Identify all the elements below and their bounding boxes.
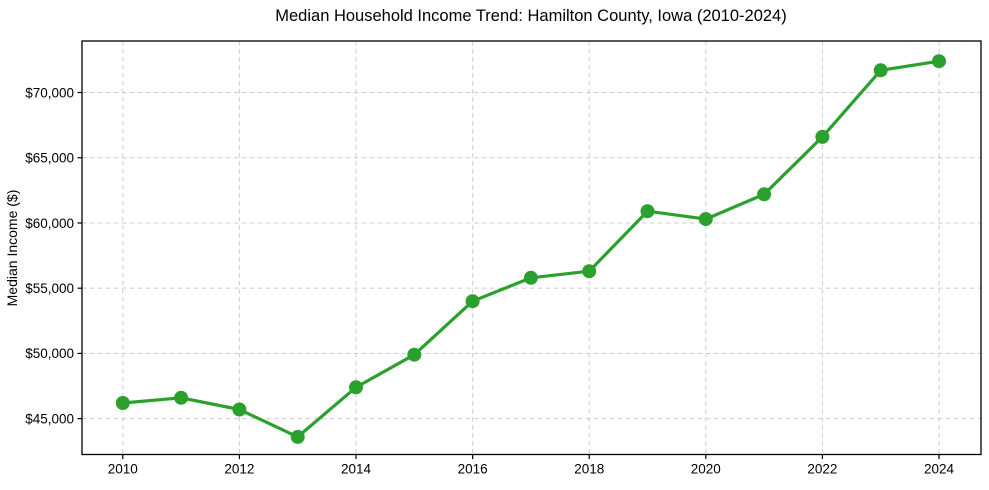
x-tick-label: 2024 — [924, 462, 955, 477]
y-tick-label: $55,000 — [25, 281, 74, 296]
chart-title: Median Household Income Trend: Hamilton … — [275, 7, 786, 25]
data-point-marker — [873, 63, 888, 78]
data-point-marker — [465, 294, 480, 309]
data-point-marker — [174, 390, 189, 405]
data-point-marker — [698, 212, 713, 227]
data-point-marker — [290, 429, 305, 444]
x-tick-label: 2018 — [574, 462, 604, 477]
x-tick-label: 2014 — [341, 462, 372, 477]
y-tick-label: $70,000 — [25, 85, 74, 100]
data-point-marker — [407, 347, 422, 362]
y-axis-label: Median Income ($) — [4, 190, 20, 307]
data-point-marker — [349, 380, 363, 395]
y-tick-label: $50,000 — [25, 346, 74, 361]
data-point-marker — [815, 129, 830, 144]
plot-border — [81, 40, 982, 456]
data-point-marker — [932, 54, 946, 69]
x-tick-label: 2022 — [807, 462, 837, 477]
data-point-marker — [582, 264, 597, 279]
y-tick-label: $65,000 — [25, 151, 74, 166]
x-tick-label: 2012 — [224, 462, 254, 477]
y-tick-label: $45,000 — [25, 411, 74, 426]
y-tick-label: $60,000 — [25, 216, 74, 231]
x-tick-label: 2010 — [108, 462, 138, 477]
x-tick-label: 2016 — [458, 462, 488, 477]
data-point-marker — [115, 396, 130, 410]
data-point-marker — [232, 402, 247, 417]
data-point-marker — [757, 187, 772, 202]
data-point-marker — [523, 270, 538, 285]
x-tick-label: 2020 — [691, 462, 721, 477]
data-point-marker — [640, 204, 655, 219]
plot-area: $45,000 $50,000 $55,000 $60,000 $65,000 $70,0… — [25, 40, 982, 477]
trend-line — [121, 59, 941, 439]
